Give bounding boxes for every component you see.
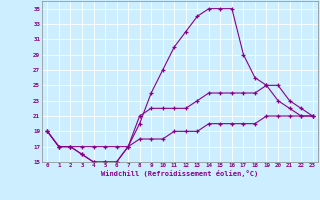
X-axis label: Windchill (Refroidissement éolien,°C): Windchill (Refroidissement éolien,°C) xyxy=(101,170,259,177)
